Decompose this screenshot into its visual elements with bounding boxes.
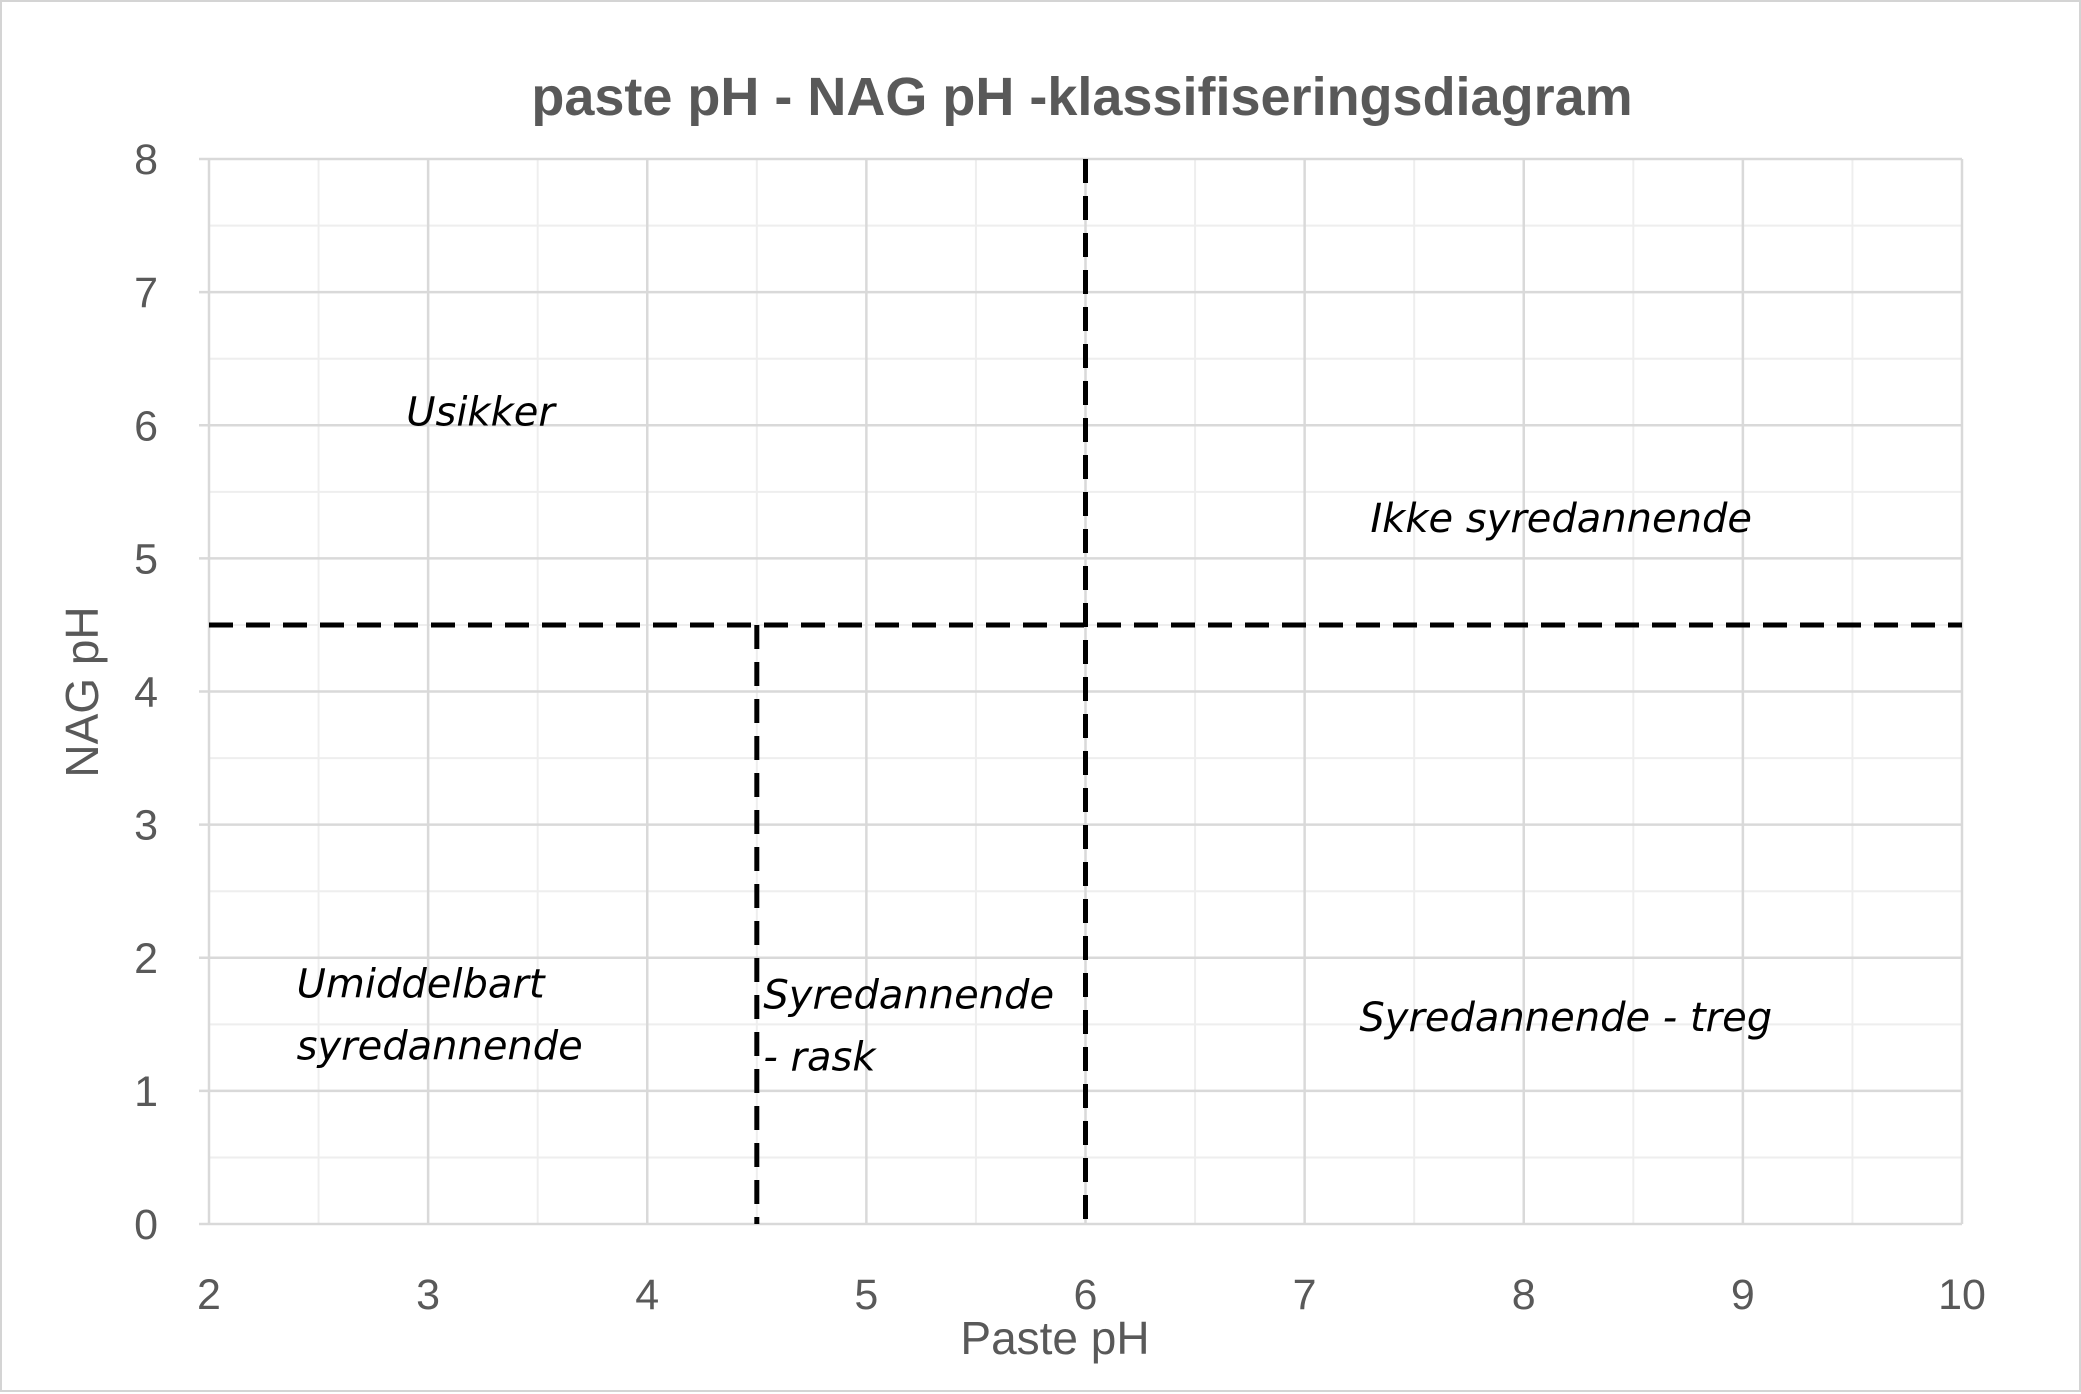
y-tick-label: 6	[134, 402, 158, 450]
x-tick-label: 7	[1293, 1271, 1317, 1319]
region-label: Syredannende - treg	[1359, 995, 1772, 1041]
x-tick-label: 6	[1074, 1271, 1098, 1319]
region-label: Usikker	[406, 389, 557, 435]
y-tick-label: 3	[134, 802, 158, 850]
classification-dividers	[209, 159, 1962, 1224]
y-tick-label: 0	[134, 1201, 158, 1249]
y-tick-label: 7	[134, 269, 158, 317]
x-tick-label: 5	[854, 1271, 878, 1319]
x-tick-label: 9	[1731, 1271, 1755, 1319]
x-axis-label: Paste pH	[960, 1312, 1149, 1364]
region-label-line: Usikker	[406, 389, 557, 435]
x-tick-label: 3	[416, 1271, 440, 1319]
region-label-line: Syredannende - treg	[1359, 995, 1772, 1041]
chart-title: paste pH - NAG pH -klassifiseringsdiagra…	[531, 67, 1632, 127]
region-label-line: Umiddelbart	[297, 962, 546, 1008]
region-label: Syredannende - rask	[763, 972, 1054, 1080]
y-tick-label: 1	[134, 1068, 158, 1116]
x-tick-label: 8	[1512, 1271, 1536, 1319]
x-tick-label: 10	[1938, 1271, 1986, 1319]
x-tick-label: 4	[635, 1271, 659, 1319]
x-tick-label: 2	[197, 1271, 221, 1319]
y-tick-label: 4	[134, 669, 158, 717]
x-axis-ticks: 2 3 4 5 6 7 8 9 10	[197, 1271, 1986, 1319]
region-label: Umiddelbart syredannende	[297, 962, 583, 1070]
region-label-line: - rask	[763, 1034, 877, 1080]
y-axis-ticks: 0 1 2 3 4 5 6 7 8	[134, 136, 158, 1249]
y-tick-label: 8	[134, 136, 158, 184]
region-label: Ikke syredannende	[1370, 496, 1752, 542]
region-label-line: Ikke syredannende	[1370, 496, 1752, 542]
y-tick-label: 2	[134, 935, 158, 983]
y-axis-label: NAG pH	[56, 606, 108, 777]
region-labels: Usikker Ikke syredannende Umiddelbart syred…	[297, 389, 1772, 1080]
region-label-line: syredannende	[297, 1024, 583, 1070]
region-label-line: Syredannende	[763, 972, 1054, 1018]
y-tick-label: 5	[134, 535, 158, 583]
